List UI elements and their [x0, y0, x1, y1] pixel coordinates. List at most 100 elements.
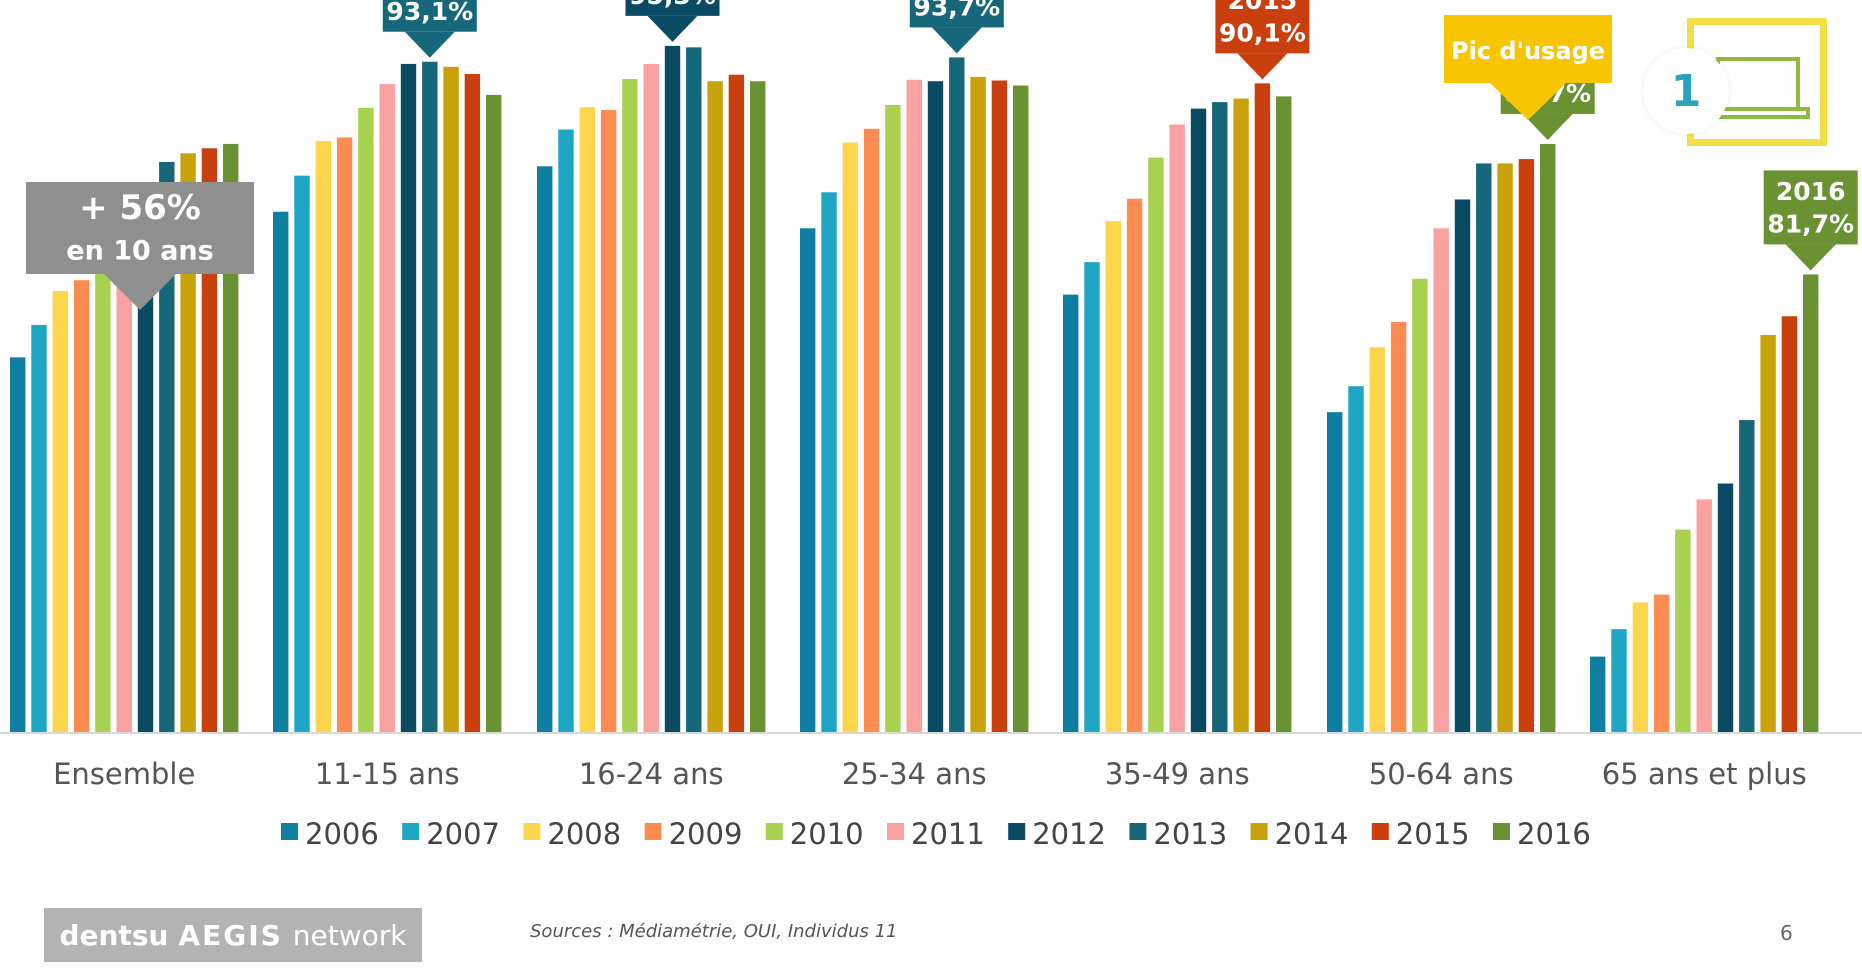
- bar-2016-2: [750, 81, 766, 733]
- legend-label-2014: 2014: [1275, 817, 1349, 851]
- legend-label-2016: 2016: [1517, 817, 1591, 851]
- legend-swatch-2010: [765, 823, 783, 840]
- bar-2015-1: [464, 74, 481, 734]
- bar-2013-3: [949, 57, 965, 734]
- legend-label-2007: 2007: [426, 817, 500, 851]
- callout-4-line1: 2015: [1228, 0, 1298, 15]
- bar-2015-3: [991, 80, 1008, 734]
- legend-swatch-2014: [1250, 823, 1268, 840]
- callout-4-box: [1215, 0, 1310, 54]
- bar-2010-1: [358, 107, 374, 733]
- bar-2013-0: [159, 161, 175, 733]
- callout-1-line2: 93,1%: [386, 0, 473, 26]
- bar-2009-0: [73, 280, 90, 733]
- bar-2015-2: [728, 74, 745, 734]
- bar-2014-5: [1497, 163, 1513, 733]
- bar-2006-1: [273, 211, 289, 734]
- bar-2009-2: [600, 110, 617, 733]
- bar-2006-5: [1327, 412, 1343, 733]
- legend-swatch-2009: [644, 823, 662, 840]
- bar-2007-5: [1348, 386, 1364, 733]
- bar-2012-1: [400, 63, 417, 734]
- callout-6-arrow: [1785, 244, 1836, 271]
- category-label: 16-24 ans: [579, 757, 724, 791]
- peak-callout: Pic d'usage: [1444, 15, 1612, 120]
- logo-text-dentsu: dentsu: [59, 918, 169, 952]
- peak-label: Pic d'usage: [1451, 37, 1605, 65]
- legend-swatch-2007: [402, 823, 420, 840]
- bar-2012-6: [1717, 483, 1734, 733]
- bar-2014-1: [443, 66, 459, 733]
- legend-label-2015: 2015: [1396, 817, 1470, 851]
- bar-2014-6: [1760, 335, 1776, 733]
- bar-2013-4: [1212, 102, 1228, 733]
- bar-2012-0: [137, 188, 154, 733]
- bar-2015-6: [1781, 316, 1798, 733]
- bar-2008-4: [1105, 221, 1121, 733]
- legend: 2006 2007 2008 2009 2010 2011 2012 2013 2014 2015…: [281, 817, 1591, 851]
- callout-1-box: [382, 0, 477, 32]
- category-label: 50-64 ans: [1369, 757, 1514, 791]
- bar-2006-2: [537, 166, 553, 733]
- bar-2010-3: [885, 105, 901, 733]
- bar-2008-2: [579, 107, 595, 733]
- callout-2-line2: 95,3%: [629, 0, 716, 10]
- category-labels: Ensemble 11-15 ans 16-24 ans 25-34 ans 35-49…: [53, 757, 1807, 791]
- bar-2007-2: [558, 129, 574, 733]
- legend-swatch-2008: [523, 823, 541, 840]
- callout-4-line2: 90,1%: [1219, 19, 1306, 48]
- callout-5-arrow: [1522, 113, 1573, 140]
- bar-2015-5: [1518, 159, 1535, 734]
- bar-2007-4: [1084, 262, 1100, 733]
- legend-label-2011: 2011: [911, 817, 985, 851]
- bar-2016-5: [1540, 143, 1556, 733]
- bar-2012-3: [927, 81, 944, 733]
- bar-2006-3: [800, 228, 816, 734]
- bar-2007-0: [31, 324, 47, 733]
- badge-number: 1: [1643, 48, 1729, 134]
- sources-note: Sources : Médiamétrie, OUI, Individus 11: [530, 921, 898, 942]
- bar-2012-2: [664, 45, 681, 733]
- callout-2-arrow: [647, 15, 698, 42]
- bar-2013-6: [1739, 420, 1755, 733]
- bar-2010-0: [95, 236, 111, 733]
- bar-2007-6: [1611, 629, 1627, 733]
- callout-4-arrow: [1237, 53, 1288, 80]
- legend-label-2009: 2009: [669, 817, 743, 851]
- bar-2016-4: [1276, 96, 1292, 734]
- legend-swatch-2015: [1371, 823, 1389, 840]
- peak-arrow: [1490, 83, 1566, 120]
- bar-2014-4: [1233, 98, 1249, 733]
- bar-2014-0: [180, 153, 196, 734]
- callout-2-box: [625, 0, 720, 16]
- callout-0-line2: en 10 ans: [66, 235, 213, 266]
- bar-2014-3: [970, 76, 986, 733]
- bar-2006-0: [10, 357, 26, 733]
- bar-2012-4: [1190, 108, 1207, 733]
- bar-2009-6: [1653, 594, 1670, 733]
- bar-2007-1: [294, 175, 310, 734]
- callout-3-arrow: [931, 27, 982, 54]
- callout-6-line2: 81,7%: [1767, 210, 1854, 239]
- bar-2016-3: [1013, 85, 1029, 734]
- bar-2011-1: [379, 84, 395, 734]
- callout-1-arrow: [404, 31, 455, 58]
- bar-2011-6: [1696, 499, 1712, 733]
- category-label: 65 ans et plus: [1602, 757, 1807, 791]
- bar-2010-2: [622, 79, 638, 734]
- bar-2013-5: [1476, 163, 1492, 733]
- bar-2015-4: [1254, 83, 1271, 733]
- bar-2006-6: [1590, 656, 1606, 733]
- category-label: Ensemble: [53, 757, 195, 791]
- bar-2008-0: [52, 291, 68, 733]
- bar-2009-3: [863, 128, 880, 733]
- logo-text-network: network: [292, 918, 407, 952]
- legend-label-2013: 2013: [1153, 817, 1227, 851]
- category-label: 25-34 ans: [842, 757, 987, 791]
- callout-6-box: [1763, 170, 1858, 245]
- legend-label-2006: 2006: [305, 817, 379, 851]
- legend-label-2012: 2012: [1032, 817, 1106, 851]
- category-label: 11-15 ans: [315, 757, 460, 791]
- bar-2009-5: [1390, 322, 1407, 733]
